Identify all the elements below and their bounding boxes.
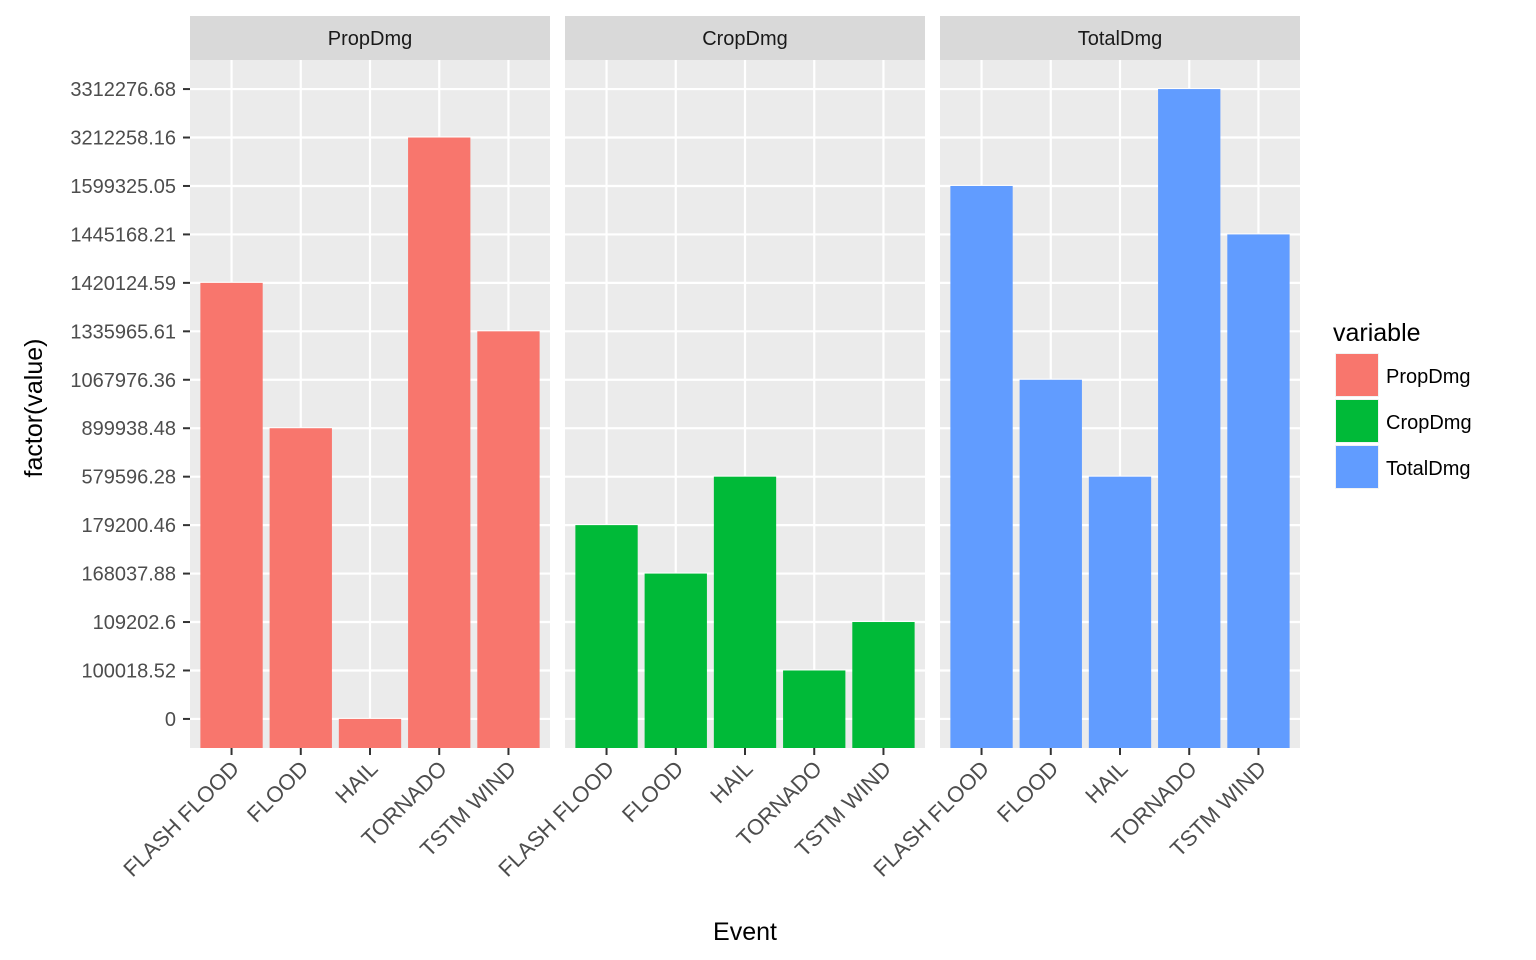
y-axis-label: factor(value)	[20, 339, 48, 478]
bar-PropDmg-tstm-wind	[477, 331, 540, 748]
facet-strip-label: PropDmg	[328, 28, 412, 50]
y-tick-label: 1420124.59	[70, 273, 176, 295]
bar-CropDmg-hail	[713, 476, 777, 748]
legend-label-PropDmg: PropDmg	[1386, 366, 1470, 388]
x-tick-label: FLOOD	[617, 756, 688, 827]
y-tick-label: 1335965.61	[70, 321, 176, 343]
facet-strip	[940, 16, 1300, 60]
x-tick-label: FLASH FLOOD	[118, 756, 244, 882]
bar-PropDmg-tornado	[408, 137, 471, 749]
y-tick-label: 179200.46	[81, 515, 176, 537]
bar-CropDmg-flash-flood	[575, 525, 638, 748]
bar-CropDmg-tstm-wind	[852, 622, 915, 748]
y-tick-label: 1599325.05	[70, 176, 176, 198]
facet-strip-label: TotalDmg	[1078, 28, 1162, 50]
bar-TotalDmg-tornado	[1158, 89, 1221, 748]
legend-swatch-CropDmg	[1336, 400, 1378, 442]
legend-label-TotalDmg: TotalDmg	[1386, 458, 1470, 480]
y-tick-label: 3212258.16	[70, 128, 176, 150]
x-tick-label: HAIL	[705, 756, 757, 808]
x-tick-label: HAIL	[330, 756, 382, 808]
bar-PropDmg-flood	[269, 428, 332, 748]
facet-strip	[565, 16, 925, 60]
bar-CropDmg-tornado	[783, 670, 846, 748]
y-tick-label: 100018.52	[81, 660, 176, 682]
bar-TotalDmg-flood	[1019, 379, 1082, 748]
x-tick-label: FLOOD	[242, 756, 313, 827]
y-tick-label: 579596.28	[81, 467, 176, 489]
bar-CropDmg-flood	[644, 573, 707, 748]
y-tick-label: 1067976.36	[70, 370, 176, 392]
y-tick-label: 168037.88	[81, 564, 176, 586]
legend-swatch-TotalDmg	[1336, 446, 1378, 488]
y-tick-label: 1445168.21	[70, 224, 176, 246]
facet-strip	[190, 16, 550, 60]
x-tick-label: FLOOD	[992, 756, 1063, 827]
legend-label-CropDmg: CropDmg	[1386, 412, 1472, 434]
y-tick-label: 109202.6	[93, 612, 176, 634]
y-tick-label: 3312276.68	[70, 79, 176, 101]
legend: variable PropDmg CropDmg TotalDmg	[1333, 319, 1472, 489]
facet-strip-label: CropDmg	[702, 28, 788, 50]
x-tick-label: HAIL	[1080, 756, 1132, 808]
y-tick-label: 899938.48	[81, 418, 176, 440]
x-axis-label: Event	[713, 918, 777, 946]
bar-TotalDmg-tstm-wind	[1227, 234, 1290, 748]
bar-PropDmg-flash-flood	[200, 282, 263, 748]
bar-PropDmg-hail	[338, 718, 402, 748]
bar-TotalDmg-flash-flood	[950, 185, 1013, 749]
bar-TotalDmg-hail	[1088, 476, 1152, 748]
legend-title: variable	[1333, 319, 1421, 347]
y-tick-label: 0	[165, 709, 176, 731]
legend-swatch-PropDmg	[1336, 354, 1378, 396]
y-axis: 0 100018.52 109202.6 168037.88 179200.46 5795…	[70, 79, 190, 731]
